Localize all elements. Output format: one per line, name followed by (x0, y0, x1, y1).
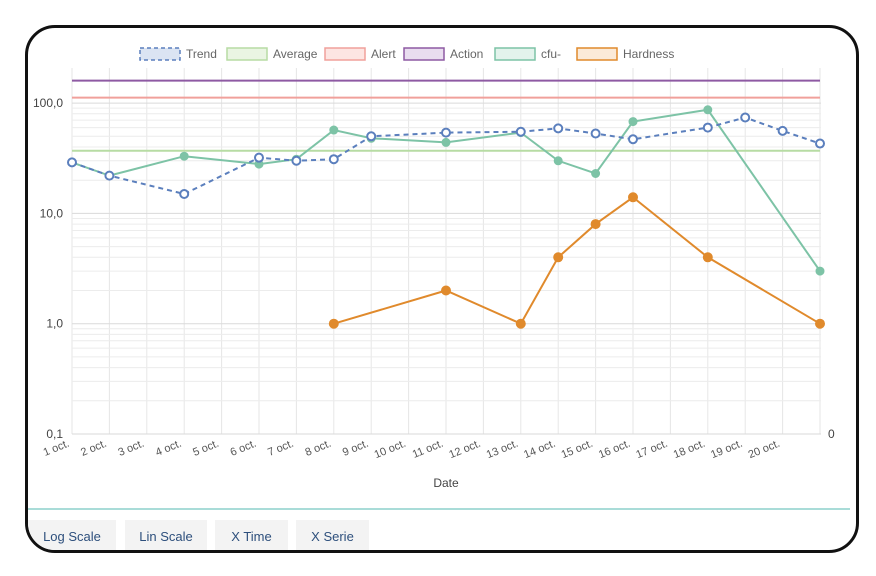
series (67, 79, 825, 329)
data-point[interactable] (815, 138, 825, 149)
data-point[interactable] (366, 131, 377, 142)
data-point[interactable] (291, 155, 302, 166)
x-axis: 1 oct. 2 oct. 3 oct. 4 oct. 5 oct. 6 oct. 7 oc… (42, 438, 782, 461)
x-tick-label: 10 oct. (373, 438, 408, 461)
grid (71, 68, 821, 435)
y-tick-label: 10,0 (40, 206, 64, 220)
legend-swatch[interactable] (226, 47, 268, 61)
x-tick-label: 15 oct. (560, 438, 595, 461)
data-point[interactable] (628, 192, 638, 203)
legend[interactable]: Trend Average Alert Action cfu- Hardness (139, 47, 674, 61)
series-line (71, 116, 821, 196)
x-tick-label: 14 oct. (522, 438, 557, 461)
x-tick-label: 13 oct. (485, 438, 520, 461)
legend-label[interactable]: Action (450, 47, 483, 61)
data-point[interactable] (628, 117, 638, 127)
x-tick-label: 18 oct. (672, 438, 707, 461)
y-tick-label: 1,0 (46, 317, 63, 331)
x-serie-button[interactable]: X Serie (296, 520, 369, 550)
data-point[interactable] (703, 105, 713, 115)
legend-swatch[interactable] (139, 47, 181, 61)
y-tick-label: 0,1 (46, 427, 63, 441)
x-tick-label: 12 oct. (447, 438, 482, 461)
data-point[interactable] (515, 318, 526, 329)
x-tick-label: 9 oct. (341, 438, 370, 459)
legend-label[interactable]: cfu- (541, 47, 561, 61)
data-point[interactable] (179, 151, 189, 161)
data-point[interactable] (553, 156, 563, 166)
series-line (71, 108, 821, 272)
data-point[interactable] (179, 188, 190, 199)
legend-swatch[interactable] (576, 47, 618, 61)
log-scale-button[interactable]: Log Scale (28, 520, 116, 550)
data-point[interactable] (515, 126, 526, 137)
data-point[interactable] (815, 318, 825, 329)
x-tick-label: 16 oct. (597, 438, 632, 461)
y-axis: 100,0 10,0 1,0 0,1 (33, 96, 63, 441)
data-point[interactable] (702, 252, 713, 263)
data-point[interactable] (815, 266, 825, 276)
data-point[interactable] (67, 157, 77, 168)
data-point[interactable] (777, 125, 788, 136)
data-point[interactable] (740, 112, 751, 123)
data-point[interactable] (441, 285, 451, 296)
legend-swatch[interactable] (324, 47, 366, 61)
data-point[interactable] (553, 123, 564, 134)
data-point[interactable] (702, 122, 713, 133)
data-point[interactable] (591, 169, 601, 179)
legend-label[interactable]: Hardness (623, 47, 674, 61)
right-axis-tick: 0 (828, 427, 835, 441)
x-axis-title: Date (433, 476, 459, 490)
legend-label[interactable]: Trend (186, 47, 217, 61)
x-tick-label: 17 oct. (634, 438, 669, 461)
x-tick-label: 2 oct. (79, 438, 108, 459)
x-tick-label: 11 oct. (411, 438, 445, 461)
divider (28, 508, 850, 510)
data-point[interactable] (328, 154, 339, 165)
line-chart: Trend Average Alert Action cfu- Hardness 100,… (33, 47, 835, 490)
lin-scale-button[interactable]: Lin Scale (125, 520, 207, 550)
x-tick-label: 5 oct. (191, 438, 220, 459)
x-tick-label: 4 oct. (154, 438, 183, 459)
x-tick-label: 20 oct. (747, 438, 782, 461)
x-tick-label: 3 oct. (116, 438, 145, 459)
data-point[interactable] (628, 134, 638, 145)
chart-card: Trend Average Alert Action cfu- Hardness 100,… (25, 25, 859, 553)
x-tick-label: 6 oct. (229, 438, 258, 459)
legend-label[interactable]: Alert (371, 47, 396, 61)
data-point[interactable] (254, 152, 264, 163)
legend-swatch[interactable] (494, 47, 536, 61)
x-tick-label: 8 oct. (303, 438, 332, 459)
data-point[interactable] (441, 127, 451, 138)
x-tick-label: 7 oct. (266, 438, 295, 459)
data-point[interactable] (553, 252, 564, 263)
series-line (333, 196, 821, 325)
legend-label[interactable]: Average (273, 47, 318, 61)
legend-swatch[interactable] (403, 47, 445, 61)
data-point[interactable] (441, 137, 451, 147)
x-tick-label: 19 oct. (709, 438, 744, 461)
data-point[interactable] (329, 125, 339, 135)
data-point[interactable] (104, 170, 115, 181)
x-time-button[interactable]: X Time (215, 520, 288, 550)
data-point[interactable] (328, 318, 339, 329)
data-point[interactable] (590, 128, 601, 139)
y-tick-label: 100,0 (33, 96, 63, 110)
data-point[interactable] (590, 219, 601, 230)
